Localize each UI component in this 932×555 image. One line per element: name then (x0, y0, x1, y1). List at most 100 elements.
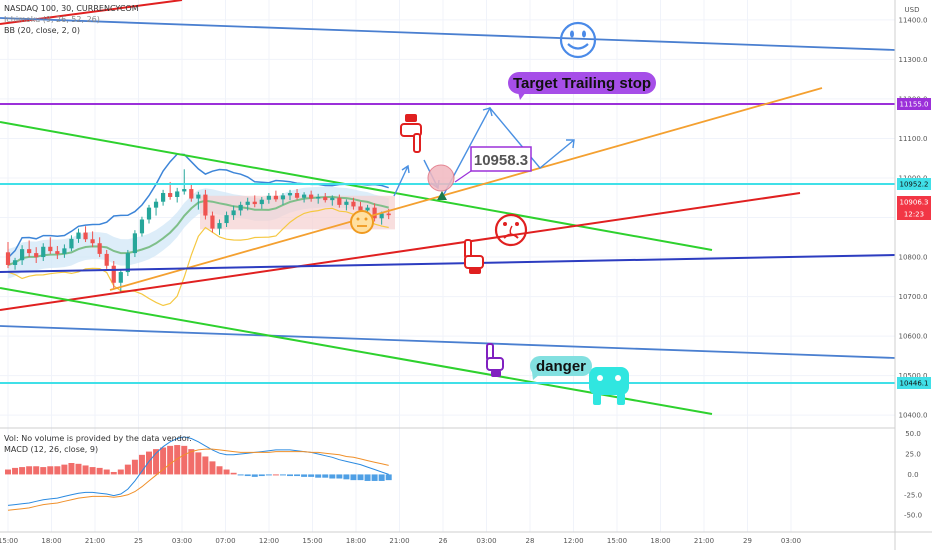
candle-body (273, 195, 278, 200)
time-axis[interactable]: 15:00 18:00 21:00 25 03:00 07:00 12:00 15:00 18:… (0, 537, 801, 545)
candle-body (259, 199, 264, 205)
macd-histogram-bar (96, 467, 103, 475)
macd-tick-label: -25.0 (904, 491, 922, 499)
candle-body (175, 191, 180, 197)
arrow-head-right (566, 139, 575, 149)
macd-histogram-bar (202, 456, 209, 475)
price-tick-label: 11400.0 (899, 16, 928, 24)
macd-histogram-bar (82, 465, 89, 475)
macd-histogram-bar (209, 461, 216, 475)
time-tick-label: 12:00 (563, 537, 583, 545)
navy-trend-line[interactable] (0, 254, 896, 273)
volume-note: Vol: No volume is provided by the data v… (4, 434, 192, 443)
macd-tick-label: -50.0 (904, 512, 922, 520)
time-tick-label: 25 (134, 537, 143, 545)
macd-legend: MACD (12, 26, close, 9) (4, 445, 99, 454)
bollinger-lower (7, 207, 389, 307)
macd-histogram-bar (40, 467, 47, 475)
candle-body (372, 207, 377, 219)
macd-histogram-bar (153, 449, 160, 475)
candle-body (238, 204, 243, 211)
macd-tick-label: 50.0 (905, 430, 921, 438)
price-tag-label: 10952.2 (900, 181, 929, 189)
red-trend-line-top[interactable] (0, 0, 183, 25)
macd-histogram-bar (371, 474, 378, 481)
price-tags: 11155.0 10952.2 10906.3 12:23 10446.1 (897, 98, 931, 389)
price-tick-label: 10600.0 (899, 333, 928, 341)
price-tag-bg (897, 178, 931, 190)
macd-histogram-bar (265, 474, 272, 476)
projection-path-target[interactable] (443, 106, 575, 195)
macd-histogram-bar (364, 474, 371, 481)
macd-histogram-bar (336, 474, 343, 479)
candle-body (104, 253, 109, 266)
macd-histogram-bar (350, 474, 357, 481)
hand-pointing-down-icon (400, 114, 422, 153)
macd-histogram-bar (258, 474, 265, 477)
macd-tick-label: 0.0 (907, 471, 918, 479)
target-label[interactable]: Target Trailing stop (508, 72, 656, 100)
candle-body (231, 210, 236, 216)
candle-body (245, 201, 250, 205)
price-arrow-marker[interactable] (437, 191, 447, 200)
candle-body (12, 260, 18, 265)
macd-histogram-bar (167, 445, 174, 475)
orange-trend-line[interactable] (109, 87, 823, 291)
candle-body (5, 252, 11, 265)
time-tick-label: 21:00 (389, 537, 409, 545)
time-tick-label: 03:00 (781, 537, 801, 545)
bollinger-upper (7, 153, 389, 259)
price-tick-label: 10800.0 (899, 254, 928, 262)
macd-histogram-bar (54, 466, 61, 475)
neutral-face-icon (350, 210, 374, 234)
candle-body (27, 249, 32, 254)
macd-histogram-bar (110, 471, 117, 475)
candle-body (153, 201, 159, 208)
red-trend-line[interactable] (0, 192, 801, 311)
arrow-head-top (482, 107, 493, 117)
green-channel-line-upper[interactable] (0, 121, 713, 251)
macd-histogram-bar (146, 451, 152, 475)
macd-panel (5, 436, 392, 511)
candle-body (132, 233, 137, 254)
candle-body (118, 272, 123, 283)
candle-body (323, 196, 328, 201)
macd-histogram-bar (294, 474, 301, 477)
candle-body (386, 213, 391, 216)
candle-body (90, 239, 95, 244)
macd-histogram-bar (5, 469, 11, 475)
candle-body (55, 251, 60, 254)
projection-arrow-1[interactable] (393, 165, 409, 197)
time-tick-label: 07:00 (215, 537, 235, 545)
macd-histogram-bar (385, 474, 392, 481)
candle-body (125, 253, 130, 273)
candle-body (69, 238, 74, 249)
candle-body (34, 253, 39, 258)
macd-line (7, 436, 389, 506)
time-tick-label: 03:00 (172, 537, 192, 545)
time-tick-label: 15:00 (302, 537, 322, 545)
time-tick-label: 15:00 (607, 537, 627, 545)
reaction-circle[interactable] (427, 164, 455, 192)
macd-histogram-bar (26, 466, 33, 475)
symbol-legend: NASDAQ 100, 30, CURRENCYCOM (4, 4, 139, 13)
macd-histogram-bar (131, 459, 138, 475)
macd-histogram-bar (301, 474, 308, 477)
blue-channel-line-lower[interactable] (0, 325, 896, 359)
macd-histogram-bar (216, 466, 223, 475)
candle-body (62, 248, 67, 254)
candle-body (146, 207, 152, 220)
blue-channel-line-upper[interactable] (0, 17, 896, 51)
price-tag-label: 10906.3 (900, 199, 929, 207)
candle-body (252, 201, 257, 205)
macd-histogram-bar (343, 474, 350, 480)
candle-body (294, 193, 300, 198)
danger-label[interactable]: danger (530, 356, 592, 380)
price-tag-bg (897, 208, 931, 220)
macd-histogram-bar (322, 474, 329, 478)
time-tick-label: 21:00 (694, 537, 714, 545)
price-callout[interactable]: 10958.3 (454, 146, 532, 183)
macd-histogram-bar (117, 469, 124, 475)
